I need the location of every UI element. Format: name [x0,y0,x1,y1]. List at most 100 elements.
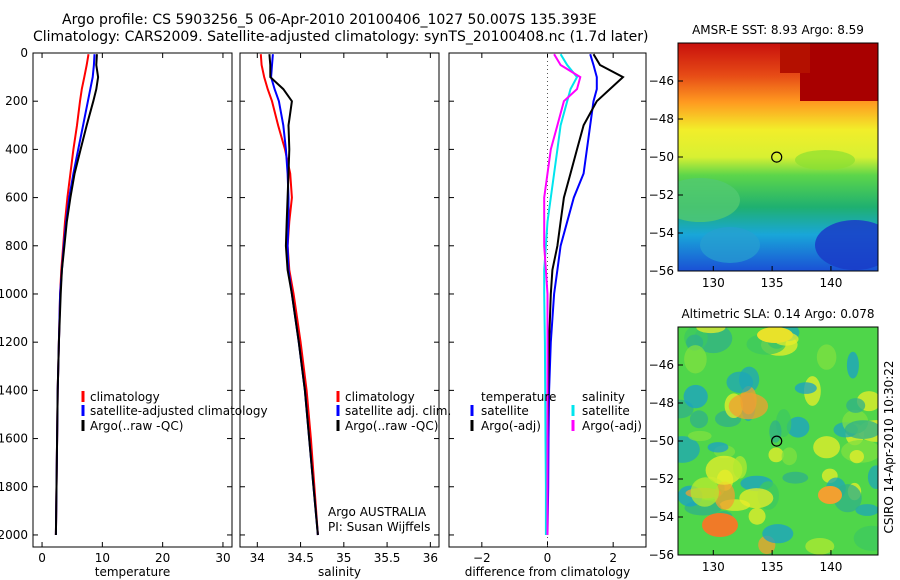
x-tick-label: 130 [702,276,725,290]
legend-entry: climatology [345,390,415,404]
sla-blob [684,345,707,374]
sla-map-field [678,327,878,555]
sla-blob [762,524,794,544]
sla-blob [794,382,817,394]
sla-blob [705,455,743,485]
y-tick-label: −52 [649,472,674,486]
panel-temperature: 0 10 20 30 0 200 400 600 800 1000 1200 1400 1600 1800… [0,46,233,579]
sst-map-field [678,43,878,271]
series-line-argo [54,54,100,536]
sla-blob [849,450,864,464]
sla-blob [757,327,793,343]
sla-blob [739,488,774,509]
map-sst_map: AMSR-E SST: 8.93 Argo: 8.59 130 135 140 −46 −… [649,23,879,290]
y-tick-label: 600 [5,191,28,205]
legend-entry: Argo(..raw -QC) [345,419,438,433]
sla-blob [816,344,837,370]
sla-blob [769,420,782,443]
y-tick-label: 200 [5,94,28,108]
x-axis-label: salinity [318,565,361,579]
sla-blob [782,471,809,484]
x-tick-label: 2 [609,551,617,565]
y-tick-label: −46 [649,358,674,372]
sla-blob [707,442,729,453]
argo-location-marker [771,435,783,447]
y-tick-label: 1800 [0,480,28,494]
series-line-salinity_satellite [543,53,579,535]
x-tick-label: 35 [336,551,351,565]
sla-blob [805,538,835,555]
x-tick-label: 135 [761,276,784,290]
y-tick-label: −52 [649,188,674,202]
y-tick-label: −50 [649,150,674,164]
y-tick-label: −48 [649,396,674,410]
sla-blob [728,393,769,420]
sla-blob [781,447,797,466]
sla-blob [678,436,700,463]
x-tick-label: −2 [473,551,491,565]
sla-blob [688,430,712,442]
x-tick-label: 140 [819,560,842,574]
x-tick-label: 135 [761,560,784,574]
series-line-argo [268,54,319,536]
map-sla_map: Altimetric SLA: 0.14 Argo: 0.078 130 135 14… [649,307,879,574]
x-tick-label: 0 [544,551,552,565]
legend-title: salinity [582,390,625,404]
y-tick-label: 1400 [0,383,28,397]
sla-blob [683,384,708,409]
sla-blob [846,398,866,413]
sla-blob [733,456,747,479]
y-tick-label: −54 [649,226,674,240]
sla-blob [768,447,784,463]
y-tick-label: −54 [649,510,674,524]
legend-entry: Argo(-adj) [582,419,642,433]
legend-entry: satellite-adjusted climatology [90,404,268,418]
y-tick-label: 1200 [0,335,28,349]
x-tick-label: 0 [38,551,46,565]
x-tick-label: 30 [215,551,230,565]
sla-blob [689,410,709,429]
x-tick-label: 130 [702,560,725,574]
sla-blob [696,327,726,334]
map-title: AMSR-E SST: 8.93 Argo: 8.59 [692,23,864,37]
figure-title-line1: Argo profile: CS 5903256_5 06-Apr-2010 2… [62,12,597,28]
x-axis-label: difference from climatology [465,565,631,579]
legend-entry: Argo(..raw -QC) [90,419,183,433]
y-tick-label: 800 [5,239,28,253]
legend-entry: satellite [582,404,630,418]
plot-frame-temperature [32,52,233,548]
sla-blob [726,371,754,393]
sla-blob [813,436,840,459]
sla-blob [844,420,878,439]
x-tick-label: 34 [250,551,265,565]
sla-blob [748,507,766,525]
x-tick-label: 35.5 [374,551,401,565]
x-tick-label: 140 [819,276,842,290]
y-tick-label: 2000 [0,528,28,542]
y-tick-label: 0 [20,46,28,60]
y-tick-label: −48 [649,112,674,126]
legend-entry: satellite adj. clim. [345,404,451,418]
x-tick-label: 10 [95,551,110,565]
y-tick-label: −50 [649,434,674,448]
sla-blob [846,351,859,379]
y-tick-label: −56 [649,548,674,562]
x-tick-label: 34.5 [287,551,314,565]
sla-blob [818,486,842,504]
y-tick-label: 1000 [0,287,28,301]
sla-blob [867,465,878,489]
legend-entry: climatology [90,390,160,404]
sla-blob [702,513,738,537]
argo-location-marker [771,151,783,163]
sla-blob [853,525,878,551]
y-tick-label: 400 [5,142,28,156]
figure-title-line2: Climatology: CARS2009. Satellite-adjuste… [33,29,649,45]
series-line-climatology [259,54,319,536]
series-line-salinity_argo [543,53,582,535]
x-tick-label: 20 [155,551,170,565]
panel-salinity: 34 34.5 35 35.5 36 salinity [239,52,440,579]
sla-blob [855,504,878,516]
legend-title: temperature [481,390,556,404]
